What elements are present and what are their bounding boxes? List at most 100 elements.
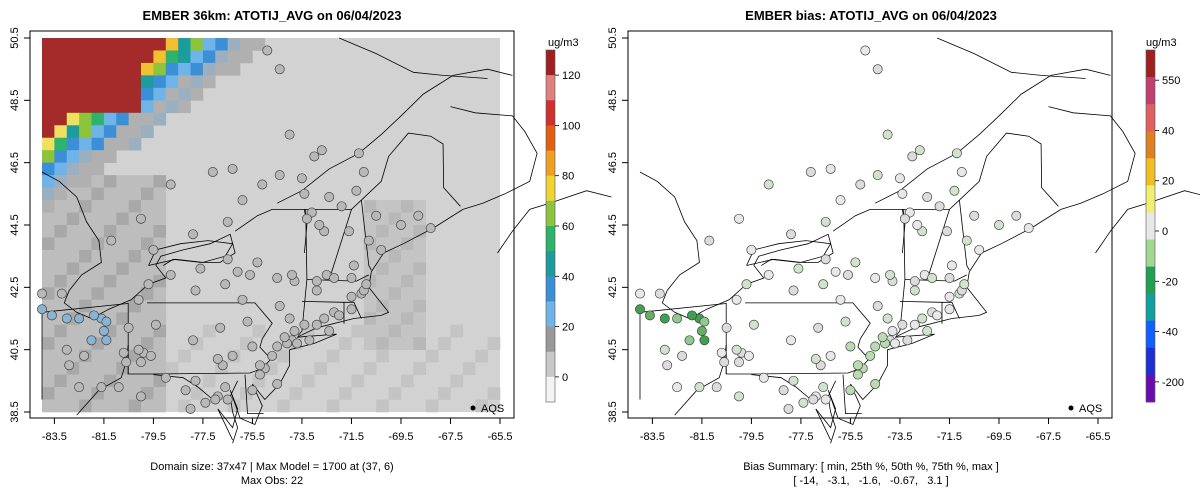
- heatmap-cell: [400, 249, 414, 263]
- heatmap-cell: [128, 249, 142, 263]
- aqs-site-marker: [956, 167, 967, 177]
- aqs-site-marker: [133, 344, 144, 355]
- heatmap-cell: [128, 112, 142, 126]
- heatmap-cell: [128, 125, 142, 139]
- heatmap-cell: [116, 312, 129, 326]
- right-colorbar-segment: [1146, 104, 1155, 132]
- left-colorbar-segment: [546, 251, 555, 277]
- heatmap-cell: [153, 399, 167, 413]
- aqs-site-marker: [872, 301, 883, 311]
- heatmap-cell: [215, 62, 228, 76]
- heatmap-cell: [54, 62, 68, 76]
- heatmap-cell: [79, 324, 92, 338]
- aqs-site-marker: [699, 335, 710, 346]
- map-outline: [746, 240, 832, 266]
- heatmap-cell: [128, 137, 142, 151]
- heatmap-cell: [116, 112, 129, 126]
- map-outline: [305, 199, 362, 210]
- right-map-outlines: [639, 37, 1200, 444]
- aqs-site-marker: [376, 244, 387, 255]
- heatmap-cell: [178, 62, 191, 76]
- heatmap-cell: [128, 50, 142, 64]
- aqs-site-marker: [98, 326, 109, 336]
- heatmap-cell: [141, 75, 154, 89]
- aqs-site-marker: [143, 279, 154, 290]
- heatmap-cell: [363, 324, 377, 338]
- heatmap-cell: [91, 162, 105, 176]
- left-xtick-label: -79.5: [141, 431, 166, 443]
- aqs-site-marker: [37, 288, 47, 299]
- aqs-site-marker: [319, 313, 330, 324]
- heatmap-cell: [103, 38, 117, 51]
- aqs-site-marker: [262, 45, 273, 56]
- map-outline: [277, 68, 513, 204]
- map-outline: [842, 374, 862, 414]
- heatmap-cell: [400, 274, 414, 288]
- heatmap-cell: [141, 324, 154, 338]
- heatmap-cell: [116, 187, 129, 201]
- heatmap-cell: [202, 38, 216, 51]
- heatmap-cell: [363, 249, 377, 263]
- heatmap-cell: [326, 349, 340, 363]
- map-outline: [827, 380, 837, 444]
- heatmap-cell: [314, 362, 327, 375]
- heatmap-cell: [165, 87, 179, 101]
- heatmap-cell: [42, 87, 55, 101]
- aqs-site-marker: [974, 244, 985, 255]
- heatmap-cell: [66, 100, 80, 114]
- heatmap-cell: [66, 274, 80, 288]
- right-ytick-label: 48.5: [607, 90, 619, 111]
- heatmap-cell: [141, 262, 154, 276]
- heatmap-cell: [153, 362, 167, 375]
- aqs-site-marker: [252, 257, 263, 268]
- heatmap-cell: [91, 50, 105, 64]
- heatmap-cell: [42, 337, 55, 350]
- heatmap-cell: [400, 299, 414, 313]
- map-outline: [148, 240, 234, 266]
- aqs-site-marker: [783, 403, 794, 414]
- aqs-site-marker: [865, 350, 876, 361]
- aqs-site-marker: [852, 369, 863, 380]
- aqs-site-marker: [425, 223, 436, 234]
- right-colorbar-tick-label: -20: [1162, 276, 1178, 288]
- map-outline: [875, 68, 1111, 204]
- heatmap-cell: [42, 237, 55, 251]
- heatmap-cell: [128, 312, 142, 326]
- right-colorbar-tick-label: 0: [1162, 226, 1168, 238]
- left-colorbar-tick-label: 0: [562, 372, 568, 384]
- aqs-site-marker: [336, 201, 347, 212]
- aqs-site-marker: [222, 394, 233, 405]
- aqs-site-marker: [316, 145, 327, 156]
- left-colorbar-segment: [546, 150, 555, 177]
- map-outline: [1048, 106, 1136, 210]
- heatmap-cell: [103, 299, 117, 313]
- right-xtick-label: -73.5: [887, 431, 912, 443]
- heatmap-cell: [79, 274, 92, 288]
- heatmap-cell: [54, 175, 68, 188]
- aqs-site-marker: [301, 213, 312, 224]
- heatmap-cell: [202, 50, 216, 64]
- aqs-site-marker: [245, 269, 255, 280]
- heatmap-cell: [252, 324, 266, 338]
- heatmap-cell: [400, 237, 414, 251]
- aqs-site-marker: [835, 294, 846, 305]
- aqs-site-marker: [820, 394, 831, 405]
- heatmap-cell: [376, 399, 389, 413]
- heatmap-cell: [42, 262, 55, 276]
- heatmap-cell: [42, 50, 55, 64]
- right-colorbar-segment: [1146, 131, 1155, 159]
- right-ytick-label: 44.5: [607, 214, 619, 235]
- heatmap-cell: [388, 324, 402, 338]
- heatmap-cell: [54, 399, 68, 413]
- heatmap-cell: [413, 262, 427, 276]
- left-ytick-label: 50.5: [9, 27, 21, 48]
- map-outline: [815, 209, 1062, 441]
- heatmap-cell: [141, 287, 154, 301]
- heatmap-cell: [487, 387, 501, 400]
- aqs-site-marker: [324, 326, 335, 336]
- aqs-site-marker: [743, 350, 754, 361]
- aqs-site-marker: [763, 179, 774, 190]
- aqs-site-marker: [694, 382, 705, 393]
- heatmap-cell: [91, 287, 105, 301]
- left-footer-2: Max Obs: 22: [241, 475, 303, 487]
